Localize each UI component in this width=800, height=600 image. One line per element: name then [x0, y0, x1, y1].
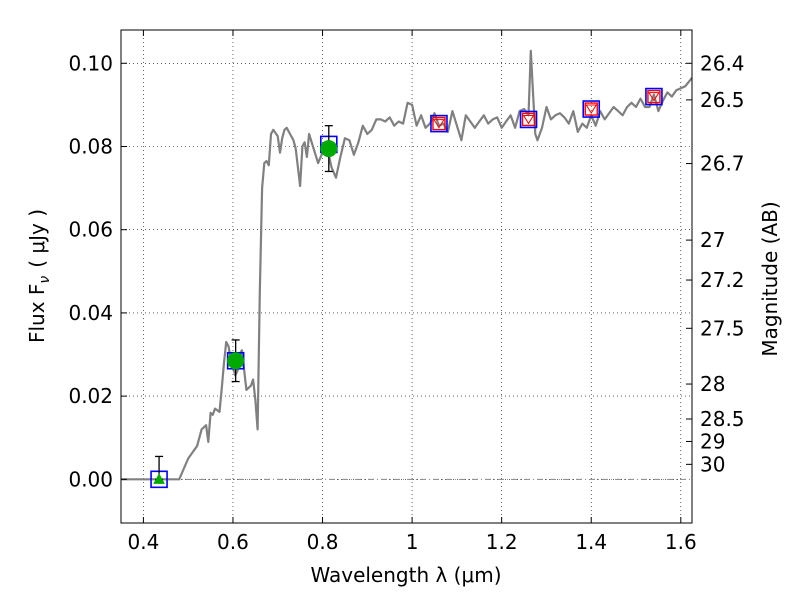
upper-limit-square: [584, 102, 598, 116]
y-axis-label-main: Flux F: [25, 284, 49, 343]
model-photometry-square: [430, 114, 448, 133]
y2-tick-label: 26.4: [700, 51, 745, 75]
upper-limit-square: [647, 89, 661, 104]
y2-tick-label: 28.5: [700, 407, 745, 431]
upper-limit-triangle: [522, 114, 535, 125]
y2-tick-label: 27.5: [700, 316, 745, 340]
x-tick-label: 0.8: [307, 530, 339, 554]
upper-limit-triangle: [433, 119, 445, 129]
y-axis-label-subscript: ν: [37, 276, 53, 284]
model-photometry-square: [519, 110, 538, 129]
y-tick-label: 0.00: [68, 467, 113, 491]
model-photometry-square: [582, 100, 601, 118]
x-tick-label: 1.2: [486, 530, 518, 554]
x-tick-label: 0.4: [127, 530, 159, 554]
y-axis-label: Flux Fν ( μJy ): [25, 209, 53, 343]
upper-limit-triangle: [648, 92, 660, 102]
y2-tick-label: 27: [700, 228, 725, 252]
y-tick-label: 0.04: [68, 301, 113, 325]
detection-point: [227, 352, 245, 370]
y-axis-label-group: Flux Fν ( μJy ): [25, 209, 53, 343]
x-tick-label: 0.6: [217, 530, 249, 554]
y2-tick-label: 28: [700, 372, 725, 396]
plot-content: [121, 49, 693, 489]
y-axis-label-unit: ( μJy ): [25, 209, 49, 268]
non-detection-point: [153, 473, 165, 484]
detection-point: [320, 140, 338, 158]
y-tick-label: 0.08: [68, 134, 113, 158]
x-tick-label: 1.6: [665, 530, 697, 554]
model-photometry-square: [645, 87, 663, 106]
x-tick-label: 1: [406, 530, 419, 554]
y-tick-label: 0.10: [68, 51, 113, 75]
upper-limit-square: [521, 112, 536, 127]
upper-limit-triangle: [585, 104, 598, 114]
y2-tick-label: 27.2: [700, 268, 745, 292]
y2-tick-label: 29: [700, 429, 725, 453]
x-tick-label: 1.4: [575, 530, 607, 554]
y2-tick-label: 26.5: [700, 88, 745, 112]
plot-frame: [120, 29, 693, 524]
upper-limit-square: [432, 116, 446, 131]
y2-tick-label: 30: [700, 452, 725, 476]
x-axis-label: Wavelength λ (μm): [310, 563, 501, 587]
y-tick-label: 0.06: [68, 218, 113, 242]
y-tick-label: 0.02: [68, 384, 113, 408]
y2-axis-label: Magnitude (AB): [758, 201, 782, 356]
axis-ticks: 0.4 0.6 0.8 1 1.2 1.4 1.6 0.00 0.02 0.04 0.06 0.08 0…: [68, 30, 745, 554]
y2-tick-label: 26.7: [700, 152, 745, 176]
